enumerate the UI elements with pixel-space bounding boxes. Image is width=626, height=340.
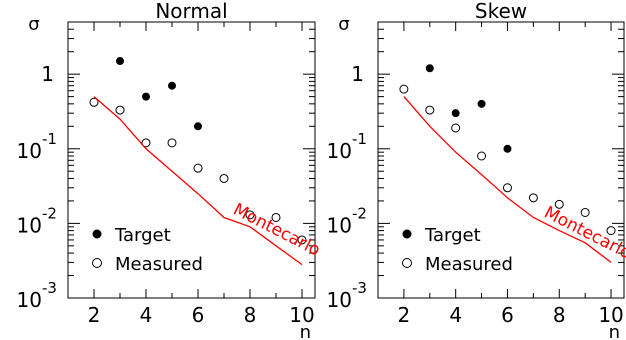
legend-target-label: Target [424, 225, 481, 246]
target-point [451, 109, 460, 118]
legend-measured-marker [402, 258, 412, 268]
y-tick-label-base: 10 [327, 139, 352, 163]
montecarlo-curve [93, 96, 303, 266]
y-tick-label-exponent: -3 [352, 279, 367, 297]
y-tick-label: 1 [41, 62, 54, 86]
y-tick-label-exponent: -1 [352, 130, 367, 148]
legend-target-marker [402, 229, 412, 239]
measured-point [115, 105, 125, 115]
target-point [116, 57, 124, 66]
measured-point [477, 151, 487, 161]
measured-point [245, 210, 255, 220]
measured-point [399, 84, 409, 94]
legend-measured-label: Measured [425, 254, 513, 275]
x-tick-label: 8 [553, 303, 566, 327]
measured-point [167, 138, 177, 148]
measured-point [580, 207, 590, 217]
target-point [194, 122, 202, 131]
y-tick-label-base: 10 [17, 139, 42, 163]
measured-point [89, 97, 99, 107]
measured-point [271, 212, 281, 222]
y-tick-label-exponent: -2 [42, 204, 57, 222]
x-tick-label: 2 [398, 303, 411, 327]
measured-point [297, 235, 307, 245]
y-axis-label: σ [338, 14, 349, 35]
x-axis-label: n [609, 322, 620, 340]
y-tick-label-base: 10 [17, 288, 42, 312]
target-point [142, 92, 150, 101]
measured-point [528, 193, 538, 203]
measured-point [425, 105, 435, 115]
x-axis-label: n [300, 322, 311, 340]
panel-title: Skew [475, 0, 527, 23]
x-tick-label: 4 [449, 303, 462, 327]
legend-measured-label: Measured [115, 254, 203, 275]
legend-target-marker [92, 229, 102, 239]
target-point [477, 99, 486, 108]
target-point [425, 64, 434, 73]
x-tick-label: 8 [244, 303, 257, 327]
measured-point [451, 123, 461, 133]
x-tick-label: 10 [598, 303, 623, 327]
measured-point [193, 163, 203, 173]
x-tick-label: 6 [192, 303, 205, 327]
legend-measured-marker [92, 258, 102, 268]
y-tick-label-exponent: -3 [42, 279, 57, 297]
y-tick-label-base: 10 [17, 213, 42, 237]
measured-point [554, 199, 564, 209]
x-tick-label: 6 [501, 303, 514, 327]
x-tick-label: 4 [140, 303, 153, 327]
y-tick-label-base: 10 [327, 288, 352, 312]
measured-point [219, 173, 229, 183]
x-tick-label: 2 [88, 303, 101, 327]
x-tick-label: 10 [289, 303, 314, 327]
y-tick-label: 1 [351, 62, 364, 86]
measured-point [502, 183, 512, 193]
y-axis-label: σ [28, 14, 39, 35]
y-tick-label-exponent: -1 [42, 130, 57, 148]
target-point [503, 144, 512, 153]
panel-title: Normal [155, 0, 227, 23]
target-point [168, 81, 176, 90]
montecarlo-curve [403, 96, 612, 263]
measured-point [141, 138, 151, 148]
montecarlo-label: Montecarlo [230, 200, 324, 261]
legend-target-label: Target [114, 225, 171, 246]
y-tick-label-exponent: -2 [352, 204, 367, 222]
y-tick-label-base: 10 [327, 213, 352, 237]
measured-point [606, 226, 616, 236]
